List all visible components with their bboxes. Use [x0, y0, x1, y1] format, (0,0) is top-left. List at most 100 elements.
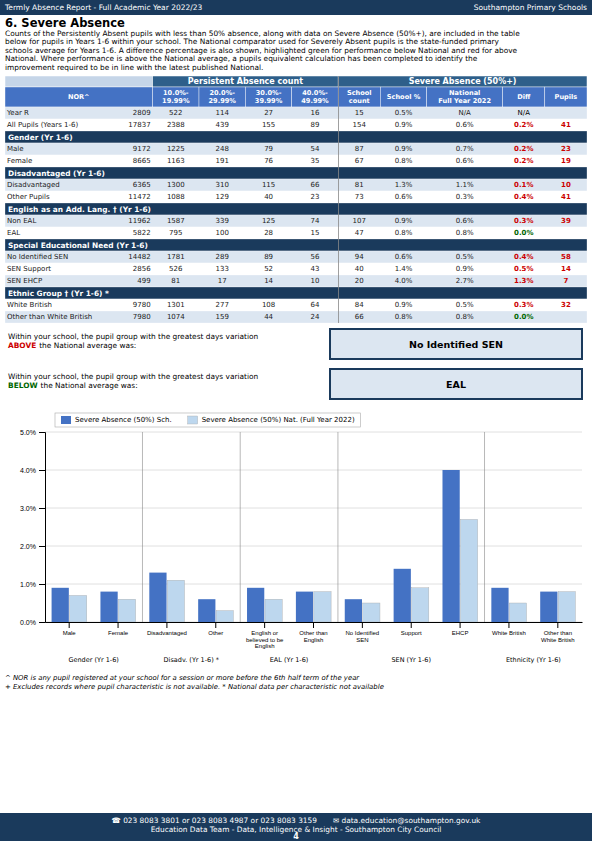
cell: 16 — [311, 109, 320, 117]
x-tick-label: Other — [208, 630, 223, 636]
cell: 114 — [216, 109, 230, 117]
cell: 191 — [216, 157, 229, 165]
bars — [52, 470, 576, 622]
cell: 8665 — [133, 157, 151, 165]
column-header: NationalFull Year 2022 — [438, 89, 491, 105]
variation-rest: the National average was: — [39, 341, 136, 350]
pupils-cell: 41 — [561, 121, 571, 129]
chart: Gender (Yr 1-6)Disadv. (Yr 1-6) *EAL (Yr… — [20, 413, 582, 664]
footnotes: ^ NOR is any pupil registered at your sc… — [5, 674, 384, 691]
column-header: Schoolcount — [347, 89, 372, 105]
x-tick: EHCP — [452, 622, 469, 636]
row-label: EAL — [7, 229, 20, 237]
groups: Gender (Yr 1-6)Disadv. (Yr 1-6) *EAL (Yr… — [68, 432, 560, 664]
cell: 0.6% — [456, 121, 474, 129]
column-header: School % — [387, 93, 421, 101]
cell: 17837 — [128, 121, 150, 129]
x-tick-label-line: Disadvantaged — [147, 630, 187, 636]
cell: 0.8% — [395, 229, 413, 237]
table-row — [5, 155, 587, 167]
x-tick: English orbelieved to beEnglish — [246, 622, 284, 649]
column-header-cell — [427, 87, 503, 107]
y-tick: 5.0% — [20, 429, 45, 436]
y-tick-label: 0.0% — [20, 619, 36, 626]
cell: 133 — [216, 265, 229, 273]
y-tick-mark — [39, 584, 45, 585]
table-row — [5, 263, 587, 275]
cell: 43 — [311, 265, 320, 273]
cell: 1781 — [167, 253, 185, 261]
cell: 0.3% — [456, 193, 474, 201]
row-label: All Pupils (Years 1-6) — [7, 121, 78, 129]
column-header-cell — [545, 87, 587, 107]
bar — [491, 588, 508, 622]
cell: 1300 — [167, 181, 185, 189]
cell: 155 — [262, 121, 275, 129]
bar — [540, 592, 557, 622]
cell: 108 — [262, 301, 275, 309]
x-tick-mark — [508, 622, 509, 628]
diff-cell: 0.2% — [514, 145, 533, 153]
cell: 14 — [264, 277, 273, 285]
text-line: 39.99% — [255, 97, 283, 105]
x-tick: Other thanEnglish — [299, 622, 327, 643]
group-label: Gender (Yr 1-6) — [68, 656, 118, 664]
y-tick-label: 4.0% — [20, 467, 36, 474]
cell: 81 — [171, 277, 180, 285]
x-tick-label: Disadvantaged — [147, 630, 187, 636]
bar — [149, 573, 166, 622]
cell: 67 — [355, 157, 364, 165]
cell: 159 — [216, 313, 229, 321]
column-header: 20.0%-29.99% — [208, 89, 236, 105]
column-header-cell — [380, 87, 426, 107]
group-header-cell — [153, 76, 339, 87]
cell: 499 — [137, 277, 150, 285]
group-row-label: Ethnic Group † (Yr 1-6) * — [8, 289, 109, 298]
group-row-label: English as an Add. Lang. † (Yr 1-6) — [8, 205, 151, 214]
variation-group: No Identified SEN — [409, 339, 503, 350]
cell: 7980 — [133, 313, 151, 321]
diff-cell: 0.1% — [514, 181, 533, 189]
row-label: Disadvantaged — [7, 181, 60, 189]
x-tick-mark — [166, 622, 167, 628]
variation-text: Within your school, the pupil group with… — [8, 332, 259, 341]
variation-box — [330, 369, 582, 399]
footer-bar — [0, 813, 592, 841]
y-tick-label: 1.0% — [20, 581, 36, 588]
cell: 23 — [311, 193, 320, 201]
group-label: Ethnicity (Yr 1-6) — [506, 656, 561, 664]
pupils-cell: 7 — [563, 277, 568, 285]
table-row — [5, 299, 587, 311]
cell: 1.4% — [395, 265, 413, 273]
y-tick: 0.0% — [20, 619, 45, 626]
diff-cell: 1.3% — [514, 277, 533, 285]
cell: 310 — [216, 181, 229, 189]
header: Termly Absence Report - Full Academic Ye… — [0, 0, 592, 15]
section-separator — [338, 76, 340, 323]
bar — [52, 588, 69, 622]
group-separator — [240, 432, 241, 622]
cell: 0.5% — [456, 301, 474, 309]
footer: ☎ 023 8083 3801 or 023 8083 4987 or 023 … — [0, 813, 592, 841]
x-tick-mark — [313, 622, 314, 628]
column-header: NOR^ — [68, 93, 90, 101]
row-label: Male — [7, 145, 24, 153]
footnote: + Excludes records where pupil character… — [5, 683, 384, 691]
x-tick-mark — [215, 622, 216, 628]
cell: 66 — [355, 313, 364, 321]
cell: 1163 — [167, 157, 185, 165]
y-tick: 2.0% — [20, 543, 45, 550]
cell: 9172 — [133, 145, 151, 153]
cell: 14482 — [128, 253, 150, 261]
cell: 10 — [311, 277, 320, 285]
x-tick: Other — [208, 622, 223, 636]
column-header-cell — [245, 87, 291, 107]
diff-cell: N/A — [518, 109, 531, 117]
column-header: Diff — [517, 93, 531, 101]
row-label: Non EAL — [7, 217, 36, 225]
pupils-cell: 32 — [561, 301, 571, 309]
group-header: Persistent Absence count — [188, 77, 303, 86]
cell: 74 — [311, 217, 320, 225]
column-header: Pupils — [555, 93, 578, 101]
variation-box — [330, 329, 582, 359]
